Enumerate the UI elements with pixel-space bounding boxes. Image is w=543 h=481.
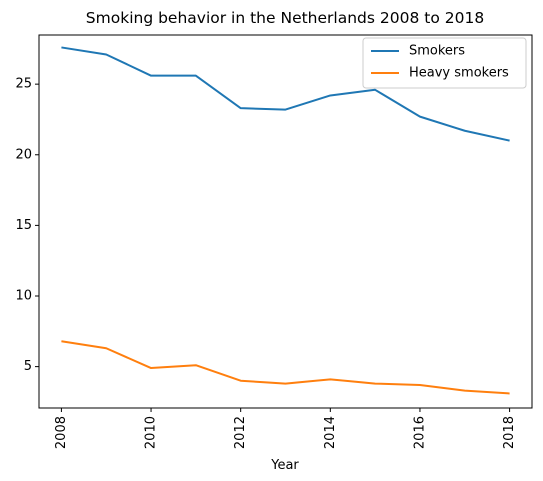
x-tick-label: 2016 <box>412 416 427 449</box>
legend-label-1: Heavy smokers <box>409 66 509 81</box>
y-tick-label: 20 <box>15 147 32 162</box>
plot-area <box>61 46 510 395</box>
x-tick-label: 2018 <box>502 416 517 449</box>
chart-title: Smoking behavior in the Netherlands 2008… <box>86 9 484 27</box>
series-line-1 <box>61 340 510 395</box>
y-tick-label: 5 <box>24 359 32 374</box>
x-tick-label: 2008 <box>54 416 69 449</box>
y-tick-label: 10 <box>15 289 32 304</box>
axes: 2008 2010 2012 2014 2016 2018 5 10 15 20 25 <box>15 34 533 449</box>
legend-box <box>362 37 527 89</box>
legend: Smokers Heavy smokers <box>362 37 527 89</box>
plot-frame <box>38 34 533 409</box>
legend-label-0: Smokers <box>409 44 465 59</box>
series-line-0 <box>61 46 510 142</box>
x-tick-label: 2012 <box>233 416 248 449</box>
x-tick-label: 2014 <box>323 416 338 449</box>
x-axis-title: Year <box>270 458 299 473</box>
y-tick-label: 15 <box>15 218 32 233</box>
x-tick-label: 2010 <box>144 416 159 449</box>
y-tick-label: 25 <box>15 77 32 92</box>
